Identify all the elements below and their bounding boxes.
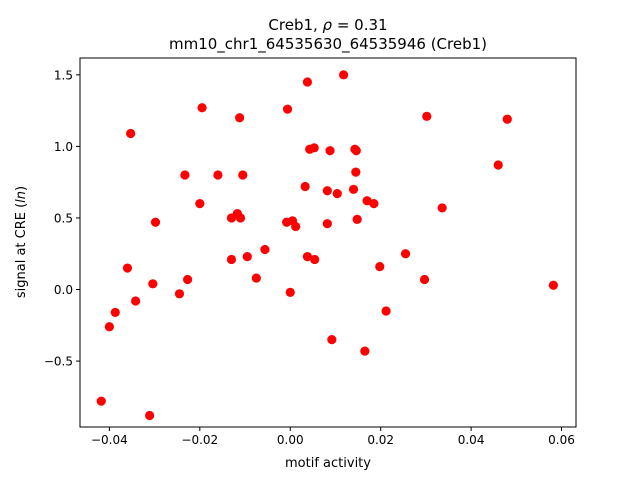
data-point (180, 170, 190, 180)
data-point (375, 262, 385, 272)
x-axis: −0.04 −0.02 0.00 0.02 0.04 0.06 (91, 427, 575, 447)
data-point (327, 335, 337, 345)
data-point (325, 146, 335, 156)
data-point (174, 289, 185, 299)
data-point (260, 244, 270, 255)
data-point (332, 189, 342, 199)
chart-title-line2: mm10_chr1_64535630_64535946 (Creb1) (169, 35, 487, 54)
data-point (235, 113, 245, 123)
data-point (310, 254, 320, 265)
data-point (309, 143, 319, 153)
x-tick-label: 0.06 (548, 433, 575, 447)
data-point (360, 346, 370, 356)
data-point (302, 251, 313, 262)
data-point (322, 219, 332, 229)
x-tick-label: −0.04 (91, 433, 128, 447)
x-tick-label: 0.04 (458, 433, 485, 447)
x-tick-label: 0.02 (367, 433, 394, 447)
data-point (213, 170, 223, 180)
data-point (348, 184, 359, 194)
data-point (369, 199, 379, 209)
data-point (422, 111, 432, 121)
data-point (226, 254, 237, 265)
data-point (131, 296, 141, 306)
data-point (400, 249, 411, 259)
data-point (437, 203, 447, 213)
data-point (381, 306, 391, 316)
y-tick-label: 0.0 (54, 283, 73, 297)
data-point (126, 128, 136, 139)
data-point (238, 170, 248, 180)
y-tick-label: 0.5 (54, 211, 73, 225)
y-tick-label: 1.0 (54, 140, 73, 154)
data-point (302, 77, 313, 87)
data-point (195, 199, 205, 209)
data-point (351, 167, 361, 177)
x-axis-label: motif activity (285, 456, 371, 471)
data-points (96, 70, 558, 421)
plot-area (79, 57, 577, 428)
data-point (235, 213, 246, 223)
data-point (122, 263, 133, 273)
data-point (322, 186, 332, 196)
data-point (110, 307, 120, 318)
data-point (145, 410, 155, 421)
data-point (282, 104, 293, 114)
data-point (242, 251, 252, 262)
data-point (197, 103, 207, 113)
x-tick-label: 0.00 (277, 433, 304, 447)
y-tick-label: −0.5 (44, 355, 73, 369)
chart-title-line1: Creb1, ρ = 0.31 (268, 16, 387, 34)
data-point (352, 214, 362, 224)
data-point (493, 160, 503, 170)
data-point (338, 70, 349, 80)
data-point (96, 396, 106, 406)
y-tick-label: 1.5 (54, 68, 73, 82)
data-point (548, 280, 558, 290)
data-point (150, 217, 161, 227)
axes-frame (79, 57, 577, 428)
y-axis-label: signal at CRE (ln) (14, 186, 29, 298)
data-point (419, 274, 430, 285)
y-axis: −0.5 0.0 0.5 1.0 1.5 (44, 68, 80, 369)
data-point (104, 322, 114, 332)
data-point (300, 181, 310, 192)
data-point (291, 221, 301, 232)
data-point (351, 146, 361, 156)
x-tick-label: −0.02 (181, 433, 218, 447)
data-point (251, 273, 261, 283)
data-point (502, 114, 512, 124)
data-point (148, 279, 158, 289)
data-point (183, 274, 193, 285)
data-point (285, 287, 295, 297)
